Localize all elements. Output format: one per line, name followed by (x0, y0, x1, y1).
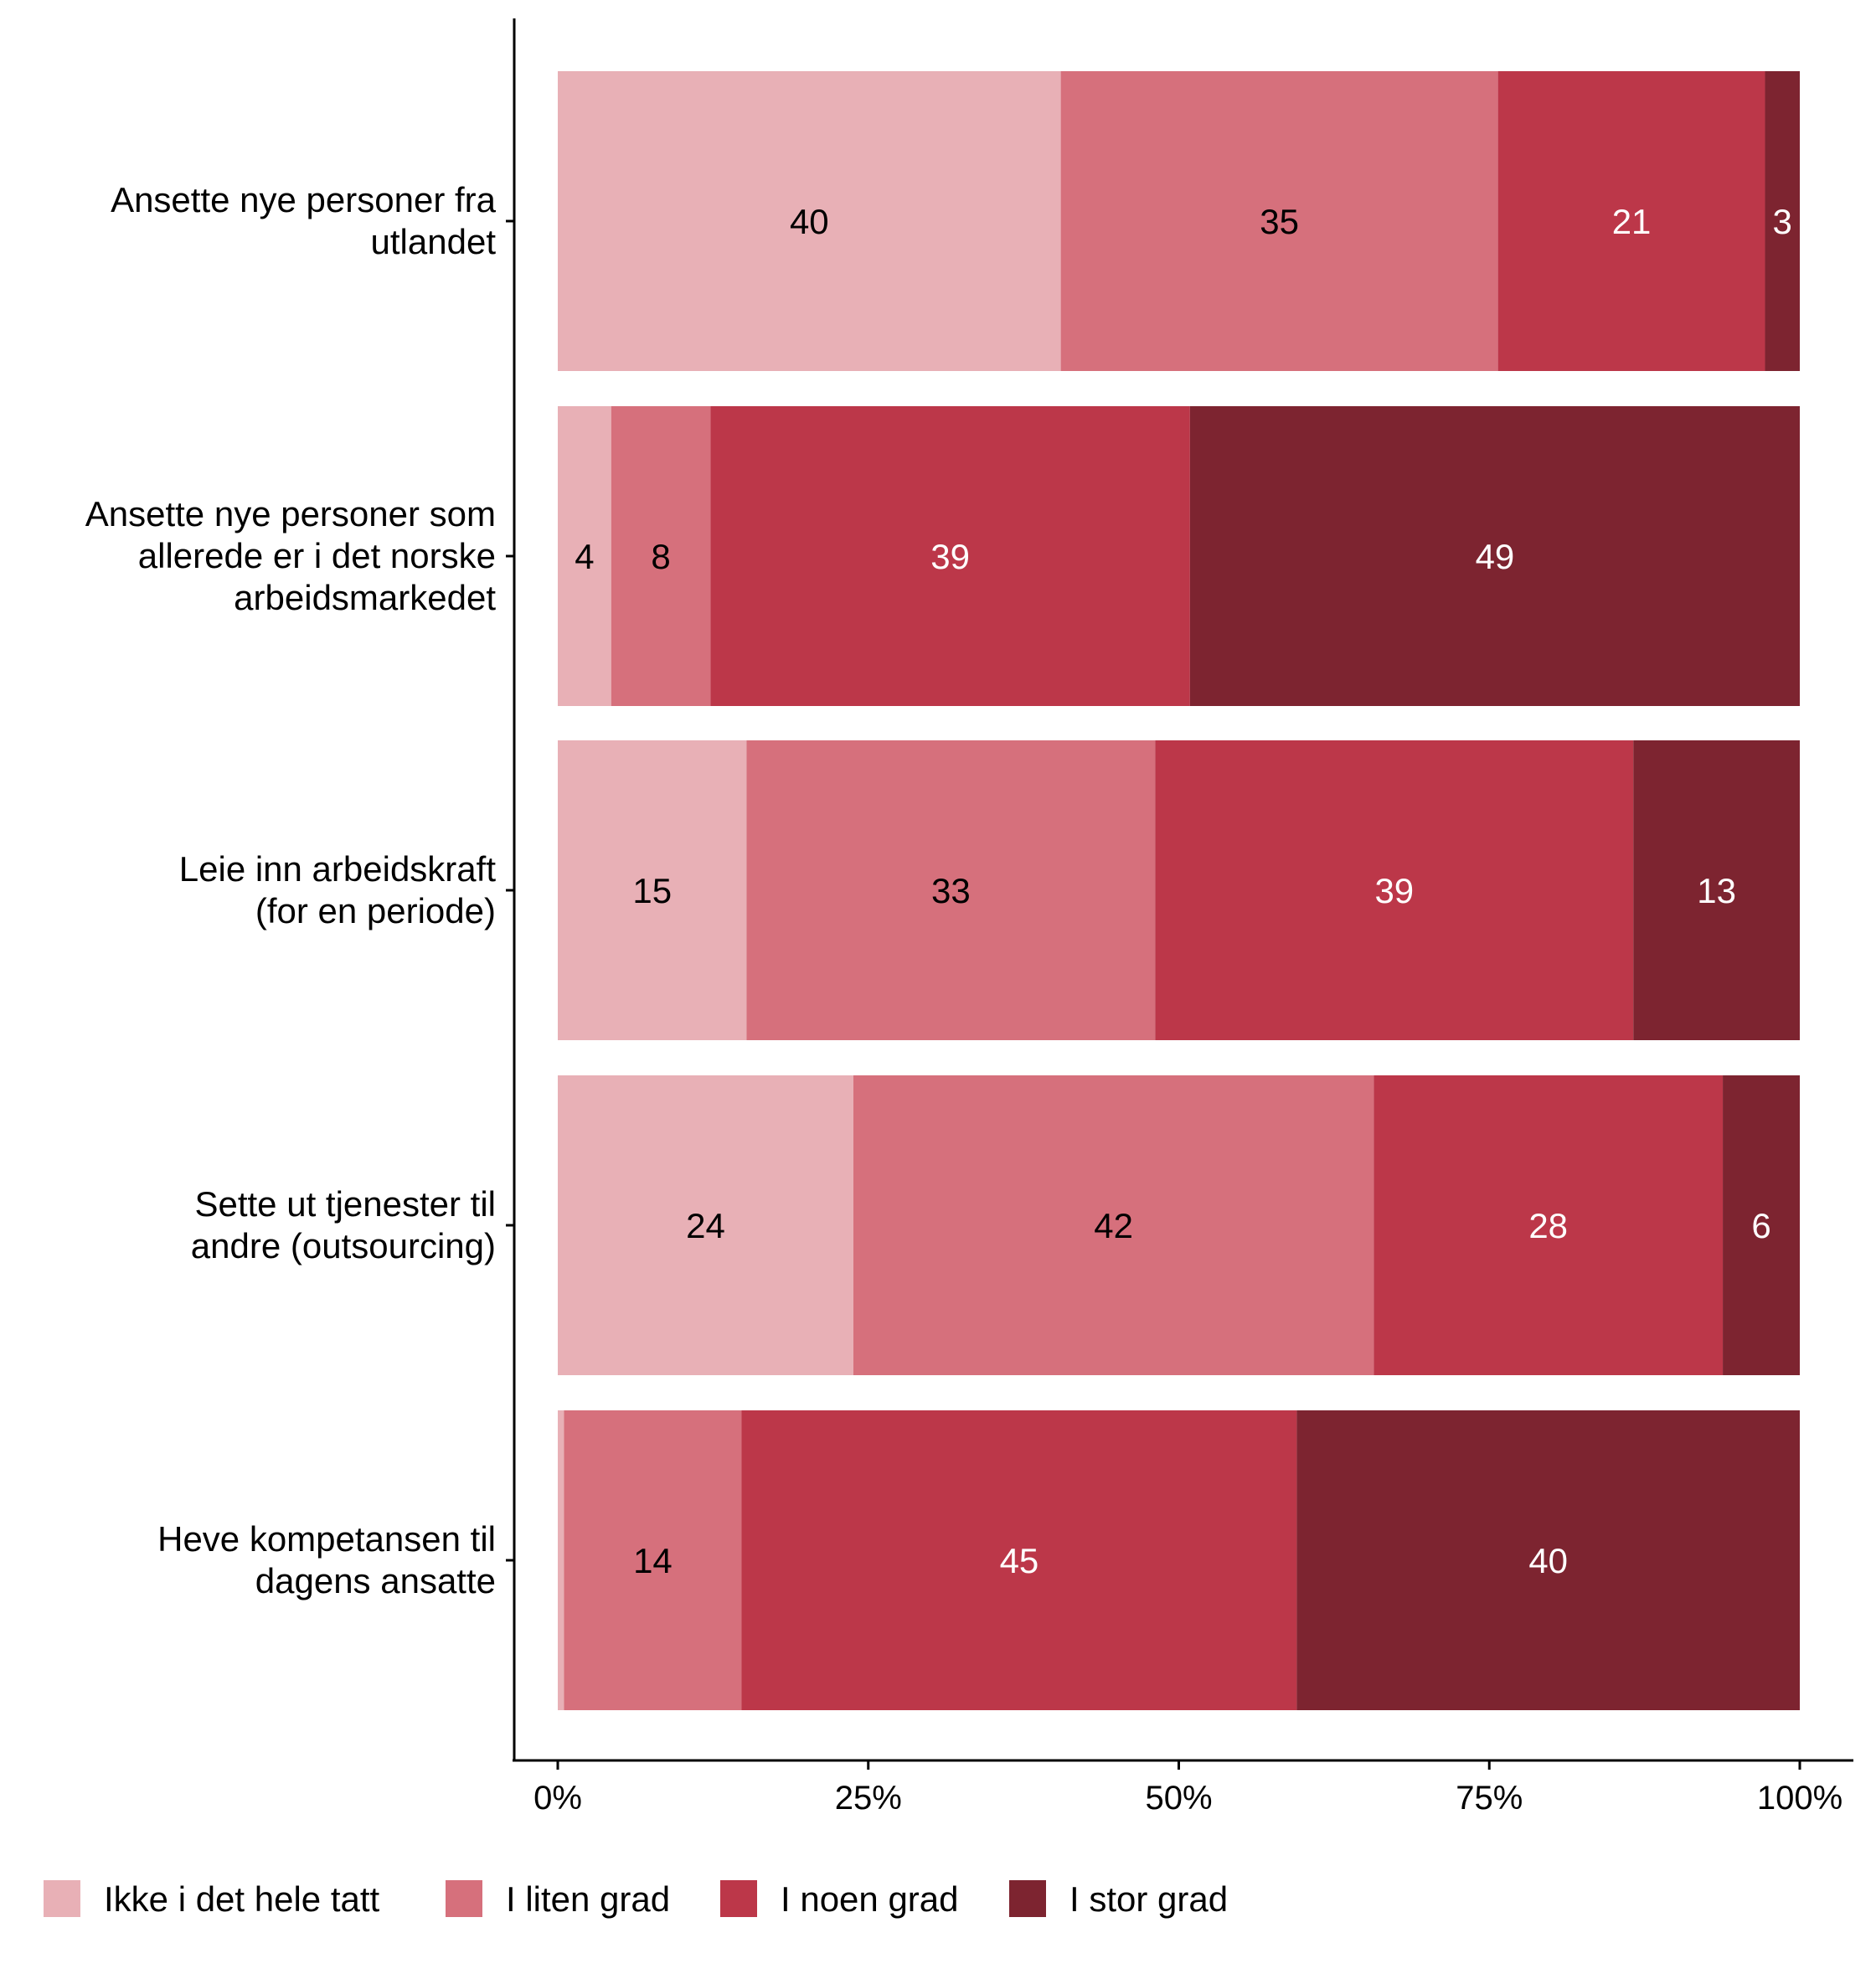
bar-segment (558, 1075, 853, 1375)
data-label: 39 (1374, 871, 1414, 910)
data-label: 45 (1000, 1541, 1039, 1580)
bar-segment (746, 740, 1156, 1040)
x-tick-label: 75% (1456, 1780, 1523, 1817)
legend-label: I stor grad (1069, 1879, 1228, 1919)
bar-segment (710, 406, 1190, 706)
category-label: Ansette nye personer fra (111, 180, 497, 219)
data-label: 40 (790, 202, 829, 241)
bar-segment (558, 406, 611, 706)
data-label: 40 (1528, 1541, 1568, 1580)
category-label: Leie inn arbeidskraft (179, 849, 497, 889)
category-label: utlandet (371, 222, 497, 261)
legend-label: I noen grad (781, 1879, 959, 1919)
legend-swatch (446, 1880, 482, 1917)
data-label: 14 (633, 1541, 673, 1580)
data-label: 8 (651, 537, 670, 576)
bar-segment (1155, 740, 1634, 1040)
legend-swatch (720, 1880, 757, 1917)
x-tick-label: 0% (533, 1780, 582, 1817)
data-label: 28 (1528, 1206, 1568, 1245)
category-label: arbeidsmarkedet (234, 578, 496, 617)
x-axis-ticks: 0% 25% 50% 75% 100% (533, 1760, 1842, 1817)
data-label: 33 (931, 871, 971, 910)
data-label: 15 (632, 871, 672, 910)
bar-segment (1633, 740, 1800, 1040)
bar-segment (558, 1410, 564, 1710)
data-label: 39 (930, 537, 970, 576)
data-label: 21 (1612, 202, 1652, 241)
x-tick-label: 50% (1145, 1780, 1212, 1817)
legend: Ikke i det hele tatt I liten grad I noen g… (44, 1879, 1228, 1919)
bars-layer: 40 35 21 3 4 8 39 49 15 33 39 13 24 42 28 6 14 45 40 (558, 71, 1800, 1710)
x-tick-label: 25% (835, 1780, 902, 1817)
bar-segment (564, 1410, 742, 1710)
category-label: andre (outsourcing) (191, 1226, 496, 1265)
x-tick-label: 100% (1757, 1780, 1842, 1817)
bar-segment (1723, 1075, 1800, 1375)
data-label: 4 (575, 537, 594, 576)
data-label: 49 (1476, 537, 1515, 576)
data-label: 42 (1094, 1206, 1133, 1245)
legend-label: I liten grad (506, 1879, 670, 1919)
bar-segment (853, 1075, 1374, 1375)
legend-swatch (44, 1880, 80, 1917)
category-label: Heve kompetansen til (157, 1519, 496, 1559)
bar-segment (1296, 1410, 1800, 1710)
bar-segment (1189, 406, 1800, 706)
data-label: 3 (1773, 202, 1792, 241)
legend-swatch (1009, 1880, 1046, 1917)
category-label: (for en periode) (255, 891, 496, 930)
bar-segment (1060, 71, 1498, 371)
bar-segment (1765, 71, 1800, 371)
category-label: Ansette nye personer som (85, 494, 496, 533)
bar-segment (558, 71, 1061, 371)
data-label: 35 (1260, 202, 1299, 241)
data-label: 13 (1697, 871, 1736, 910)
bar-segment (741, 1410, 1297, 1710)
category-label: dagens ansatte (255, 1561, 496, 1600)
bar-segment (1374, 1075, 1724, 1375)
category-label: Sette ut tjenester til (194, 1184, 496, 1224)
bar-segment (611, 406, 711, 706)
data-label: 24 (686, 1206, 725, 1245)
legend-label: Ikke i det hele tatt (104, 1879, 380, 1919)
bar-segment (1497, 71, 1765, 371)
category-label: allerede er i det norske (138, 536, 496, 575)
data-label: 6 (1751, 1206, 1770, 1245)
bar-segment (558, 740, 747, 1040)
